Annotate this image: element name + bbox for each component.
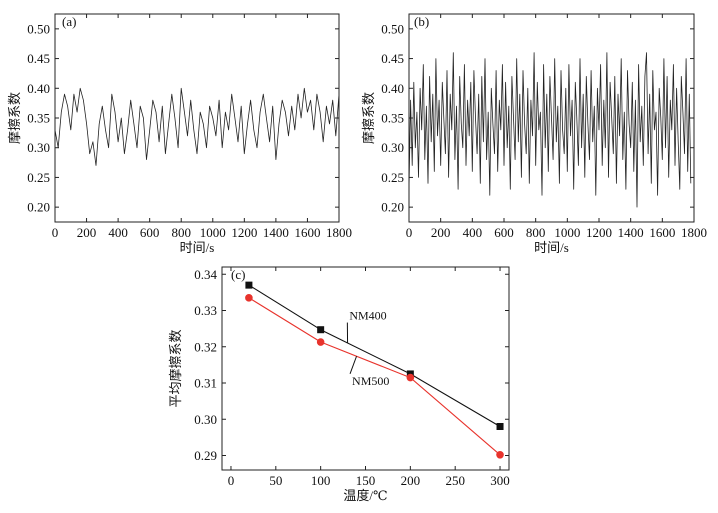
data-point: [496, 450, 504, 459]
y-axis-label: 摩擦系数: [361, 92, 376, 144]
x-tick-label: 200: [431, 225, 451, 240]
x-tick-label: 1600: [649, 225, 675, 240]
x-tick-label: 250: [445, 473, 465, 488]
series-line-0: [54, 87, 340, 166]
x-tick-label: 1200: [231, 225, 257, 240]
y-tick-label: 0.29: [194, 448, 217, 463]
x-tick-label: 600: [494, 225, 514, 240]
y-tick-label: 0.34: [194, 267, 217, 282]
y-tick-label: 0.20: [27, 200, 50, 215]
x-tick-label: 1800: [326, 225, 352, 240]
x-tick-label: 400: [108, 225, 128, 240]
y-tick-label: 0.45: [27, 51, 50, 66]
panel-a: 0 200 400 600 800 1000 1200 1400 1600 1800 0.20 0.2…: [7, 13, 352, 255]
data-point: [316, 338, 325, 346]
y-tick-label: 0.40: [381, 81, 404, 96]
panel-label: (b): [414, 14, 429, 29]
x-tick-label: 1600: [294, 225, 320, 240]
x-tick-label: 0: [406, 225, 413, 240]
series-line-0: [248, 284, 501, 427]
panel-label: (c): [231, 267, 245, 282]
panel-c: 0 50 100 150 200 250 300 0.29 0.30 0.31 0.32 0.33 0.…: [168, 266, 510, 503]
x-tick-label: 0: [52, 225, 59, 240]
series-line-0: [408, 52, 692, 208]
x-tick-label: 400: [463, 225, 483, 240]
panel-label: (a): [62, 14, 76, 29]
y-tick-label: 0.25: [381, 170, 404, 185]
x-tick-label: 600: [140, 225, 160, 240]
y-tick-label: 0.35: [381, 111, 404, 126]
y-tick-label: 0.30: [194, 412, 217, 427]
y-tick-label: 0.31: [194, 376, 217, 391]
x-axis-label: 时间/s: [534, 240, 569, 255]
x-tick-label: 1800: [681, 225, 707, 240]
y-tick-label: 0.32: [194, 339, 217, 354]
plot-frame: [54, 13, 340, 223]
y-axis-label: 摩擦系数: [7, 92, 22, 144]
y-axis-label: 平均摩擦系数: [168, 329, 183, 407]
y-tick-label: 0.45: [381, 51, 404, 66]
x-tick-label: 200: [77, 225, 97, 240]
y-tick-label: 0.35: [27, 111, 50, 126]
x-tick-label: 0: [228, 473, 235, 488]
y-tick-label: 0.40: [27, 81, 50, 96]
y-tick-label: 0.30: [381, 140, 404, 155]
panel-b: 0 200 400 600 800 1000 1200 1400 1600 1800 0.20 0.2…: [361, 13, 707, 255]
x-tick-label: 800: [171, 225, 191, 240]
y-tick-label: 0.30: [27, 140, 50, 155]
series-line-1: [248, 297, 501, 456]
x-tick-label: 1000: [200, 225, 226, 240]
x-axis-label: 时间/s: [180, 240, 215, 255]
x-tick-label: 150: [356, 473, 376, 488]
x-tick-label: 1200: [586, 225, 612, 240]
data-point: [406, 373, 415, 382]
x-tick-label: 50: [269, 473, 282, 488]
x-tick-label: 300: [490, 473, 510, 488]
data-point: [245, 294, 253, 302]
x-axis-label: 温度/℃: [343, 488, 387, 503]
annotation-label: NM400: [349, 309, 386, 323]
x-tick-label: 1000: [554, 225, 580, 240]
x-tick-label: 1400: [618, 225, 644, 240]
y-tick-label: 0.50: [27, 21, 50, 36]
data-point: [245, 281, 253, 289]
y-tick-label: 0.50: [381, 21, 404, 36]
plot-frame: [221, 266, 510, 471]
x-tick-label: 1400: [263, 225, 289, 240]
x-tick-label: 800: [526, 225, 546, 240]
y-tick-label: 0.20: [381, 200, 404, 215]
y-tick-label: 0.33: [194, 303, 217, 318]
data-point: [496, 423, 504, 430]
data-point: [317, 326, 325, 334]
x-tick-label: 200: [401, 473, 421, 488]
x-tick-label: 100: [311, 473, 331, 488]
annotation-label: NM500: [352, 374, 389, 388]
y-tick-label: 0.25: [27, 170, 50, 185]
annotation-leader: [349, 356, 358, 374]
